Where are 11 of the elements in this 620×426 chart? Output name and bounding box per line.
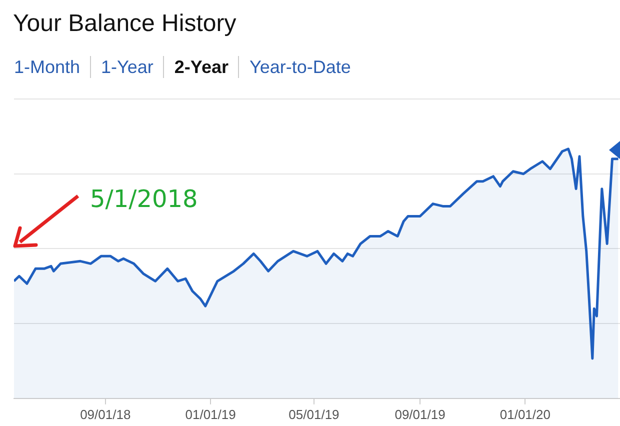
x-tick-label: 05/01/19	[288, 406, 340, 422]
x-tick-label: 09/01/19	[394, 406, 446, 422]
text: 2-Year	[163, 56, 238, 78]
annotation: 5/1/2018	[90, 185, 198, 213]
text: Year-to-Date	[238, 56, 361, 78]
x-tick-label: 01/01/19	[185, 406, 236, 422]
x-tick-label: 09/01/18	[80, 406, 131, 422]
text: 1-Year	[90, 56, 164, 78]
chart-title: Your Balance History	[13, 10, 236, 38]
text: 1-Month	[14, 56, 82, 78]
x-tick-label: 01/01/20	[500, 406, 550, 422]
